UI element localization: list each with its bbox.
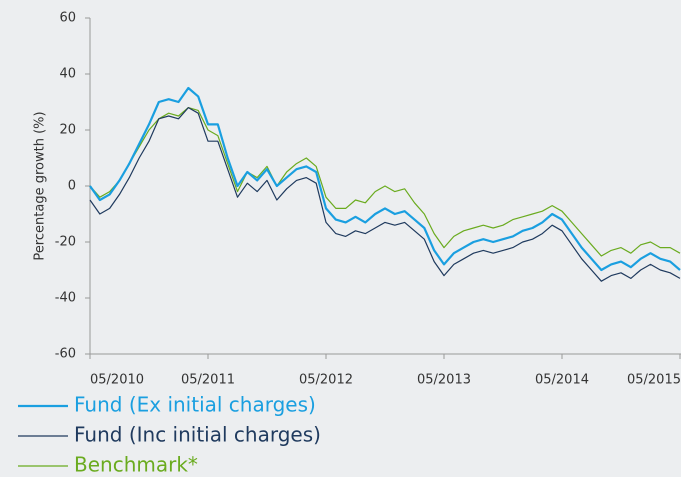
x-tick-label: 05/2013	[417, 373, 471, 388]
y-tick-label: -60	[55, 347, 76, 362]
legend-label: Fund (Ex initial charges)	[74, 393, 316, 417]
y-tick-label: -40	[55, 291, 76, 306]
y-tick-label: -20	[55, 235, 76, 250]
x-tick-label: 05/2010	[90, 373, 144, 388]
x-tick-label: 05/2014	[535, 373, 589, 388]
legend-label: Fund (Inc initial charges)	[74, 423, 321, 447]
x-tick-label: 05/2011	[181, 373, 235, 388]
series-line	[89, 106, 681, 282]
y-tick-label: 0	[68, 179, 76, 194]
y-axis-label: Percentage growth (%)	[33, 111, 48, 260]
x-tick-label: 05/2015	[627, 373, 681, 388]
y-tick-label: 60	[59, 11, 76, 26]
y-tick-label: 40	[59, 67, 76, 82]
y-tick-label: 20	[59, 123, 76, 138]
series-line	[89, 86, 681, 272]
x-tick-label: 05/2012	[299, 373, 353, 388]
legend-label: Benchmark*	[74, 453, 198, 477]
